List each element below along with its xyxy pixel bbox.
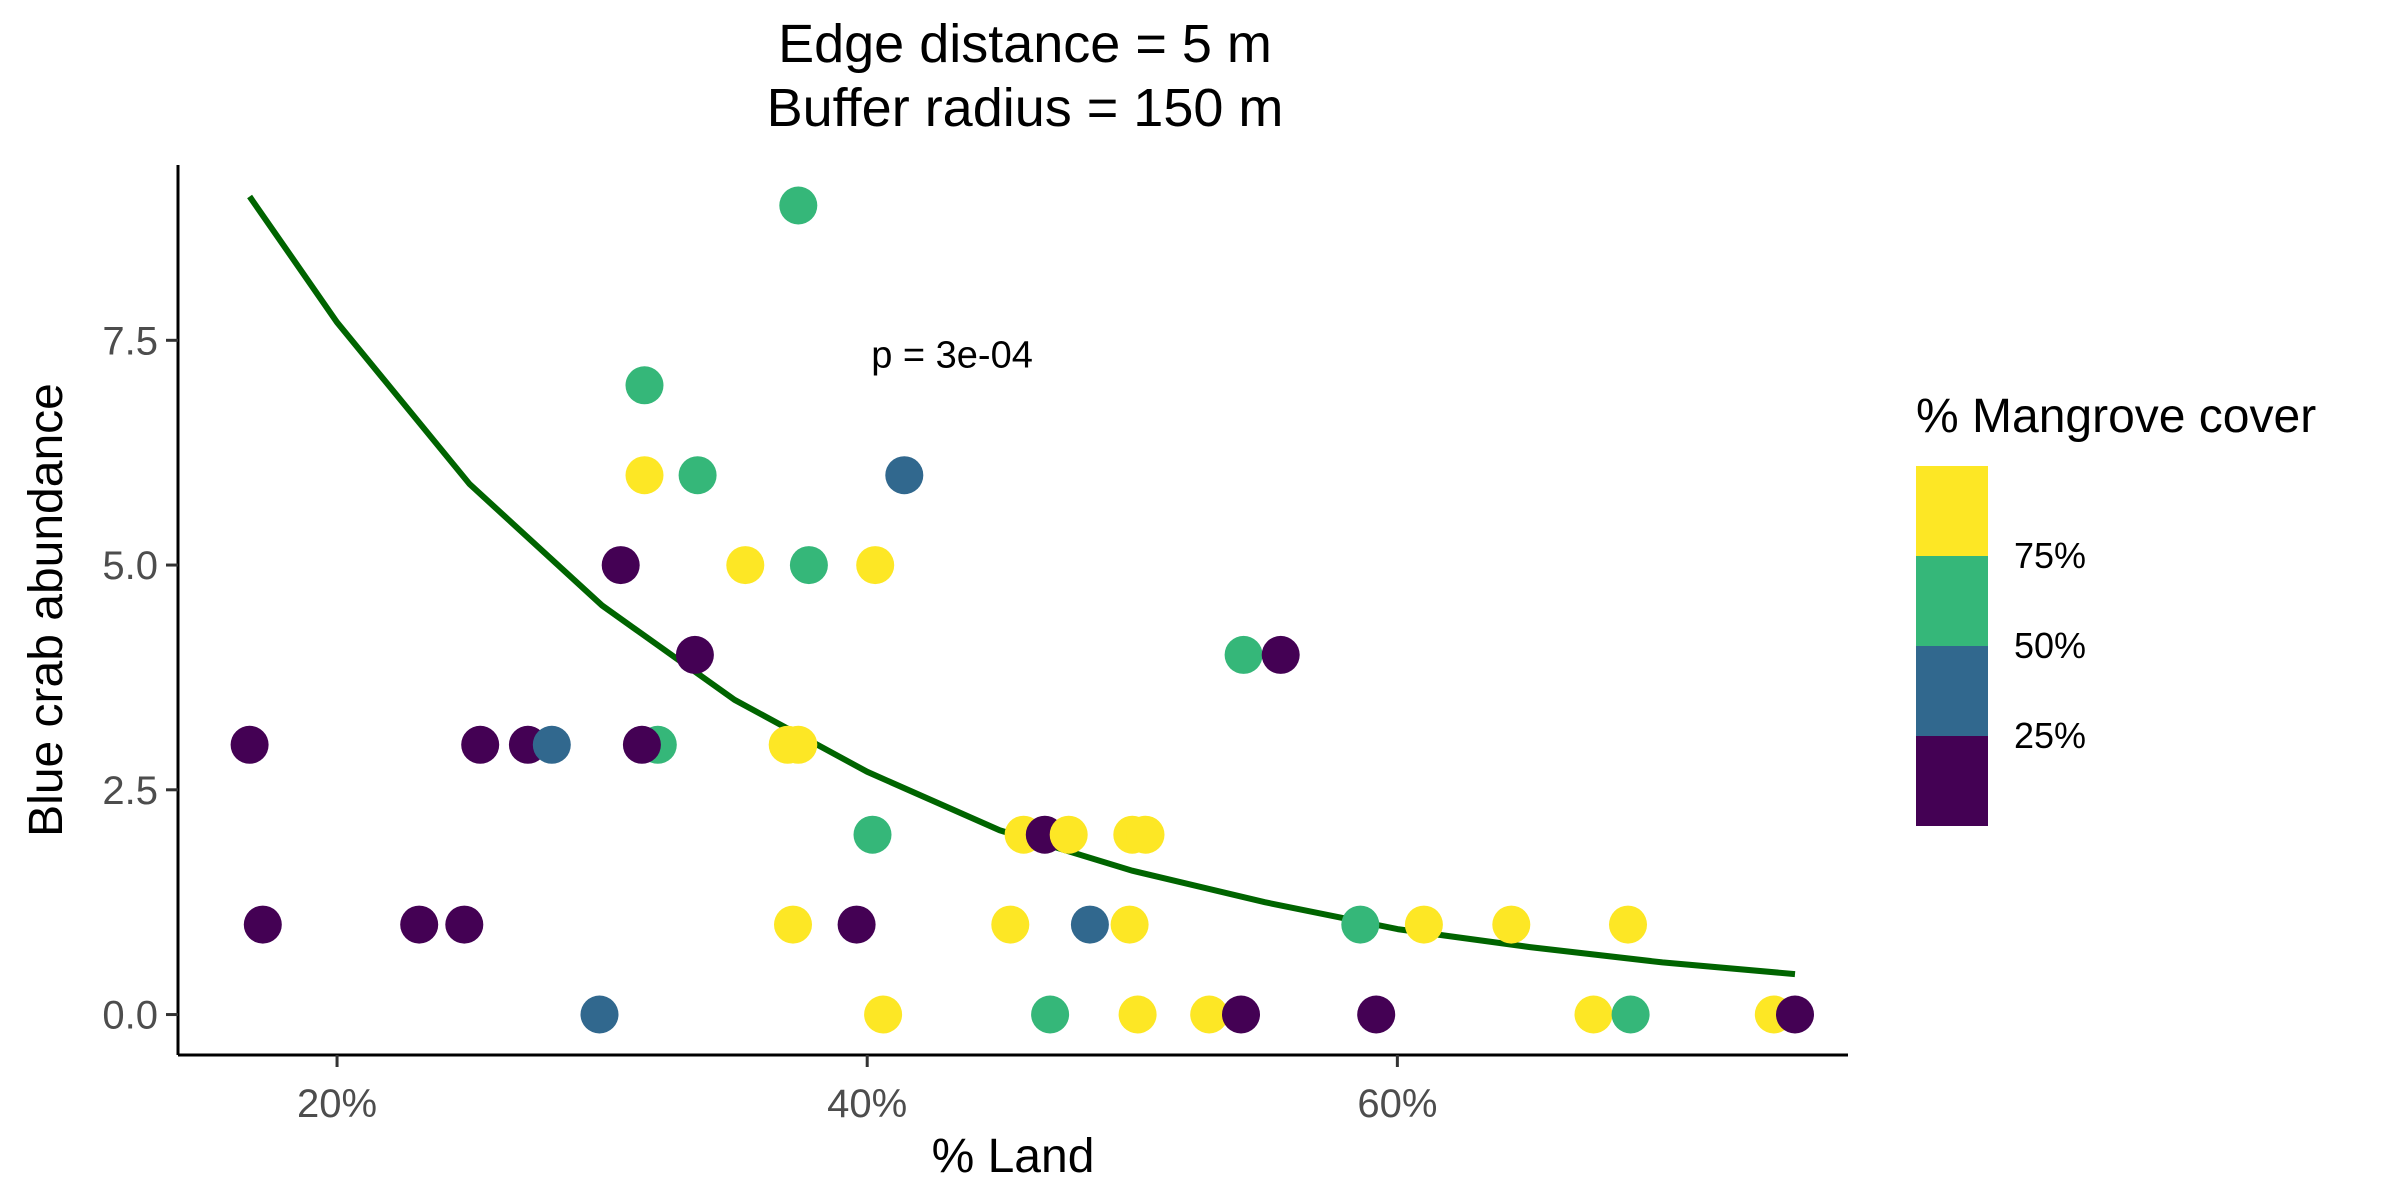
legend-color-block: [1916, 646, 1988, 736]
data-point: [532, 725, 571, 764]
data-point: [1341, 905, 1380, 944]
data-point: [1110, 905, 1149, 944]
data-point: [864, 995, 903, 1034]
fit-curve: [247, 194, 1796, 978]
y-axis-ticks: 0.0 2.5 5.0 7.5: [102, 319, 178, 1038]
x-tick-label: 40%: [827, 1082, 907, 1126]
data-point: [779, 186, 818, 225]
data-point: [601, 546, 640, 585]
data-point: [1118, 995, 1157, 1034]
data-point: [1126, 815, 1165, 854]
data-point: [243, 905, 282, 944]
data-point: [1574, 995, 1613, 1034]
y-tick-label: 0.0: [102, 994, 158, 1038]
legend-label: 50%: [2014, 625, 2086, 666]
y-tick-label: 7.5: [102, 319, 158, 363]
legend-colorbar: [1916, 466, 1988, 826]
y-tick-label: 2.5: [102, 769, 158, 813]
legend-label: 25%: [2014, 715, 2086, 756]
data-point: [1357, 995, 1396, 1034]
data-point: [885, 456, 924, 495]
y-tick-label: 5.0: [102, 544, 158, 588]
data-point: [1222, 995, 1260, 1034]
legend-color-block: [1916, 736, 1988, 826]
legend-label: 75%: [2014, 535, 2086, 576]
data-point: [1776, 995, 1814, 1034]
data-point: [774, 905, 812, 944]
data-point: [1492, 905, 1531, 944]
data-point: [400, 905, 439, 944]
y-axis-title: Blue crab abundance: [20, 383, 73, 837]
data-point: [726, 546, 765, 585]
data-point: [856, 546, 895, 585]
legend-labels: 75% 50% 25%: [2014, 535, 2086, 756]
legend-color-block: [1916, 556, 1988, 646]
data-point: [837, 905, 876, 944]
data-point: [1070, 905, 1109, 944]
p-value-annotation: p = 3e-04: [871, 334, 1033, 376]
chart-title-line-2: Buffer radius = 150 m: [767, 78, 1284, 138]
x-axis-ticks: 20% 40% 60%: [297, 1055, 1437, 1126]
data-point: [1031, 995, 1070, 1034]
data-point: [580, 995, 619, 1034]
data-point: [622, 725, 661, 764]
data-point: [853, 815, 892, 854]
data-point: [625, 366, 664, 405]
data-point: [779, 725, 818, 764]
plot-area: [230, 186, 1814, 1034]
chart-title-line-1: Edge distance = 5 m: [778, 14, 1272, 74]
legend-color-block: [1916, 466, 1988, 556]
data-point: [445, 905, 484, 944]
x-tick-label: 20%: [297, 1082, 377, 1126]
data-point: [789, 546, 828, 585]
x-axis-title: % Land: [932, 1130, 1095, 1183]
data-point: [461, 725, 500, 764]
data-point: [1609, 905, 1647, 944]
legend: % Mangrove cover 75% 50% 25%: [1916, 390, 2316, 826]
data-point: [1404, 905, 1443, 944]
data-point: [675, 635, 714, 674]
data-point: [1049, 815, 1088, 854]
data-point: [625, 456, 664, 495]
data-point: [678, 456, 717, 495]
data-point: [1611, 995, 1650, 1034]
data-point: [1224, 635, 1263, 674]
x-tick-label: 60%: [1357, 1082, 1437, 1126]
data-point: [1190, 995, 1229, 1034]
data-point: [230, 725, 269, 764]
legend-title: % Mangrove cover: [1916, 390, 2316, 443]
data-point: [1261, 635, 1300, 674]
data-point: [991, 905, 1030, 944]
